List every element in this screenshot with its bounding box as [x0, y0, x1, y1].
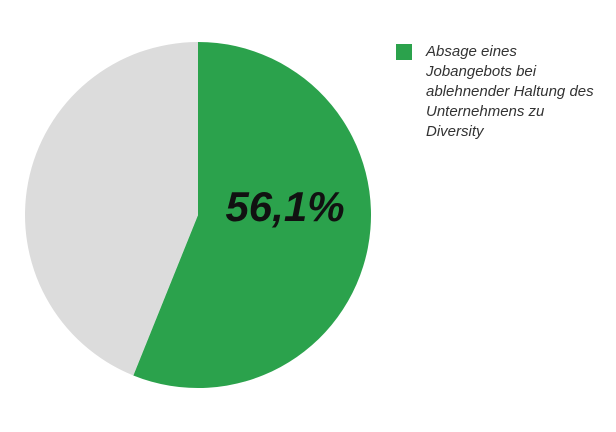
legend-swatch — [396, 44, 412, 60]
pie-slice — [133, 42, 371, 388]
data-label: 56,1% — [225, 183, 344, 230]
legend-label: Absage eines Jobangebots bei ablehnender… — [426, 43, 594, 140]
pie-slice — [25, 41, 199, 376]
